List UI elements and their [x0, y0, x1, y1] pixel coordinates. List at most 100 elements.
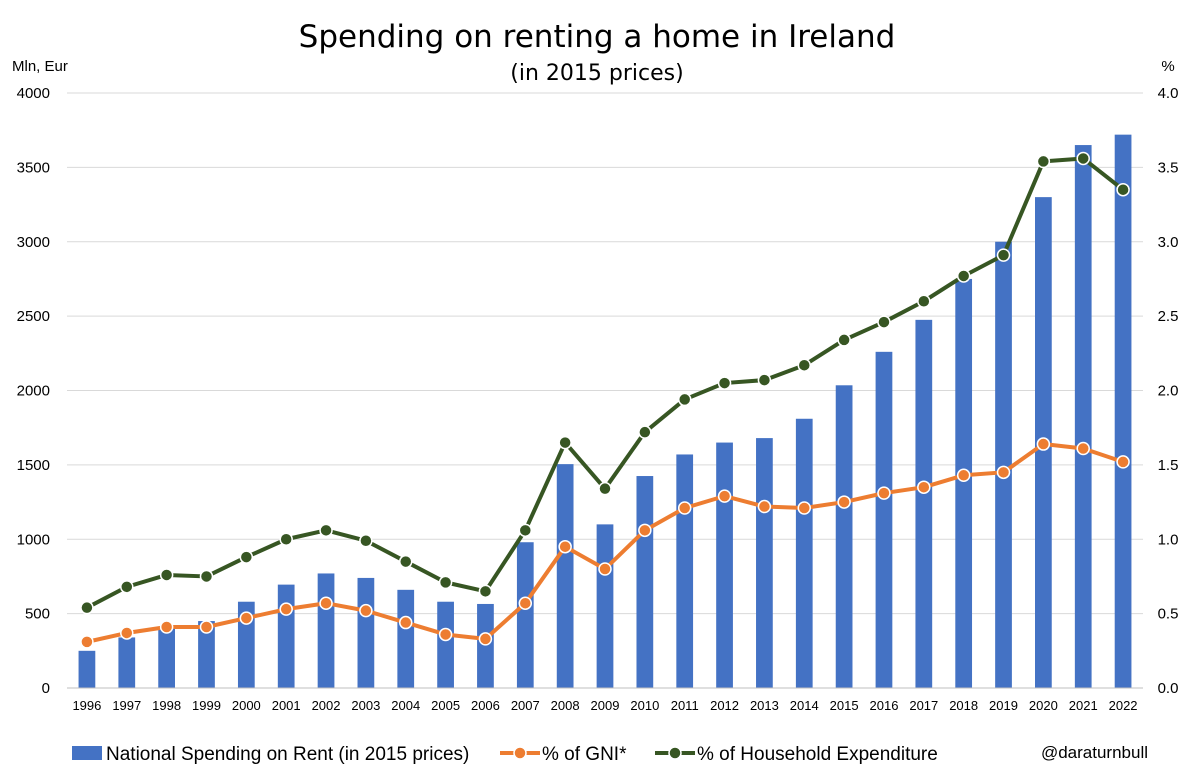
legend-label-rent: National Spending on Rent (in 2015 price…: [106, 744, 469, 765]
point-series-2-2020: [1036, 154, 1051, 169]
chart-subtitle: (in 2015 prices): [510, 61, 683, 86]
point-series-1-2019: [996, 465, 1011, 480]
bar-1996: [78, 650, 96, 688]
y-tick-label: 4000: [17, 85, 50, 102]
bar-2007: [516, 542, 534, 688]
legend-swatch-household-marker: [668, 746, 682, 760]
bar-1997: [118, 637, 136, 688]
x-tick-label: 2006: [471, 698, 500, 713]
x-tick-label: 2017: [909, 698, 938, 713]
bar-1999: [198, 621, 215, 688]
point-series-1-2009: [598, 562, 612, 576]
point-series-1-2015: [837, 495, 851, 509]
y-tick-label: 1000: [17, 531, 50, 548]
point-series-1-2016: [877, 486, 891, 500]
x-tick-label: 2015: [830, 698, 859, 713]
point-series-1-2002: [319, 596, 333, 610]
x-tick-label: 2000: [232, 698, 261, 713]
bar-2013: [756, 438, 773, 688]
bar-series: [78, 134, 1132, 688]
point-series-1-2017: [917, 480, 931, 494]
bar-2003: [357, 577, 375, 688]
point-series-2-2005: [438, 575, 453, 590]
bar-2022: [1114, 134, 1132, 688]
bar-2006: [477, 603, 494, 688]
point-series-1-1996: [80, 635, 94, 649]
point-series-2-2002: [319, 523, 333, 538]
right-axis-unit: %: [1161, 58, 1174, 75]
bar-2014: [795, 418, 813, 688]
point-series-2-2006: [478, 584, 493, 599]
point-series-2-2011: [677, 392, 692, 407]
legend-swatch-rent: [72, 746, 102, 760]
point-series-2-2009: [598, 481, 612, 496]
y2-tick-label: 3.0: [1158, 234, 1179, 251]
x-tick-label: 2001: [272, 698, 301, 713]
legend-label-gni: % of GNI*: [542, 744, 627, 765]
point-series-2-2014: [797, 358, 812, 372]
axes: 0 0.0 500 0.5 1000 1.0 1500 1.5 2000 2.0 2500 2.5 30…: [17, 85, 1179, 713]
point-series-2-2001: [279, 532, 293, 546]
bar-2012: [716, 442, 733, 688]
point-series-1-2021: [1076, 441, 1090, 456]
point-series-2-2007: [518, 523, 533, 538]
left-axis-unit: Mln, Eur: [12, 58, 68, 75]
y2-tick-label: 2.0: [1158, 383, 1179, 400]
point-series-2-2019: [996, 248, 1011, 262]
point-series-2-2017: [917, 294, 931, 308]
bar-2019: [995, 241, 1012, 688]
point-series-2-2000: [239, 550, 254, 564]
y-tick-label: 0: [42, 680, 50, 697]
bar-2005: [437, 601, 454, 688]
point-series-2-1996: [80, 600, 94, 615]
point-series-2-2022: [1116, 182, 1130, 197]
point-series-2-1999: [199, 569, 214, 584]
gridlines: [67, 92, 1143, 615]
point-series-1-2012: [717, 489, 732, 503]
x-tick-label: 1998: [152, 698, 181, 713]
x-tick-label: 2014: [790, 698, 819, 713]
y-tick-label: 2500: [17, 308, 50, 325]
line-series: [80, 151, 1130, 649]
y2-tick-label: 0.5: [1158, 606, 1179, 623]
x-tick-label: 2003: [351, 698, 380, 713]
x-tick-label: 2007: [511, 698, 540, 713]
y-tick-label: 1500: [17, 457, 50, 474]
legend-swatch-gni-marker: [513, 746, 527, 760]
point-series-1-2022: [1116, 455, 1130, 469]
x-tick-label: 1999: [192, 698, 221, 713]
x-tick-label: 2010: [630, 698, 659, 713]
point-series-1-2001: [279, 602, 293, 616]
y2-tick-label: 4.0: [1158, 85, 1179, 102]
point-series-2-2016: [877, 315, 891, 329]
legend: National Spending on Rent (in 2015 price…: [72, 744, 938, 765]
point-series-1-2011: [677, 501, 692, 515]
point-series-1-2003: [359, 603, 373, 618]
point-series-2-2010: [638, 425, 652, 439]
bar-2017: [915, 319, 933, 688]
bar-2004: [397, 589, 415, 688]
y-tick-label: 3000: [17, 234, 50, 251]
point-series-1-2004: [398, 615, 413, 630]
bar-2002: [317, 573, 335, 688]
point-series-1-2013: [757, 499, 772, 514]
point-series-1-2007: [518, 596, 533, 610]
x-tick-label: 2011: [671, 698, 699, 713]
x-tick-label: 2005: [431, 698, 460, 713]
bar-2010: [636, 476, 654, 688]
x-tick-label: 2012: [710, 698, 739, 713]
x-tick-label: 1997: [112, 698, 141, 713]
point-series-1-2005: [438, 627, 453, 642]
x-tick-label: 2002: [312, 698, 341, 713]
bar-1998: [158, 627, 175, 688]
point-series-1-1999: [199, 620, 214, 634]
point-series-2-1998: [159, 568, 174, 582]
x-tick-label: 2004: [391, 698, 420, 713]
bar-2001: [277, 584, 295, 688]
x-tick-label: 2022: [1109, 698, 1138, 713]
point-series-2-2018: [956, 269, 971, 283]
y2-tick-label: 0.0: [1158, 680, 1179, 697]
point-series-2-2008: [558, 435, 572, 450]
point-series-2-2004: [398, 554, 413, 569]
point-series-2-1997: [120, 580, 134, 594]
